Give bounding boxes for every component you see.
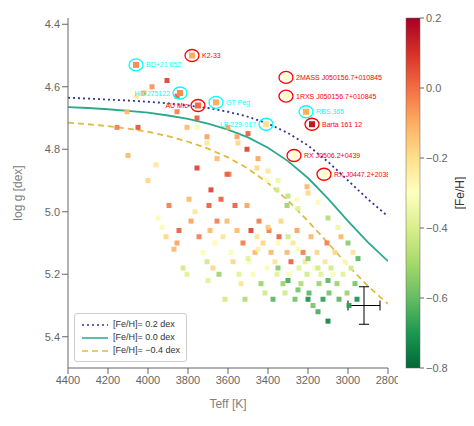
svg-text:2800: 2800 — [376, 374, 398, 386]
svg-text:2MASS J050156.7+010845: 2MASS J050156.7+010845 — [296, 74, 382, 81]
svg-text:−0.6: −0.6 — [426, 292, 448, 304]
html-text:[Fe/H]= 0.0 dex: [Fe/H]= 0.0 dex — [113, 332, 175, 342]
svg-text:HD 275122: HD 275122 — [135, 90, 171, 97]
svg-text:RBS 365: RBS 365 — [316, 108, 344, 115]
html-text:[Fe/H]= −0.4 dex: [Fe/H]= −0.4 dex — [113, 345, 180, 355]
svg-text:AU Mic: AU Mic — [165, 102, 188, 109]
svg-text:1RXS J050156.7+010845: 1RXS J050156.7+010845 — [296, 93, 376, 100]
svg-text:RX J0447.2+2038: RX J0447.2+2038 — [334, 171, 388, 178]
svg-text:4.8: 4.8 — [45, 143, 60, 155]
svg-text:RX J0506.2+0439: RX J0506.2+0439 — [304, 152, 360, 159]
html-text:[Fe/H]= 0.2 dex: [Fe/H]= 0.2 dex — [113, 319, 175, 329]
svg-text:Barta 161 12: Barta 161 12 — [322, 121, 362, 128]
svg-text:3400: 3400 — [256, 374, 280, 386]
svg-text:−0.8: −0.8 — [426, 362, 448, 374]
svg-text:LP 229-017: LP 229-017 — [220, 121, 256, 128]
svg-text:5.2: 5.2 — [45, 268, 60, 280]
svg-text:−0.4: −0.4 — [426, 222, 448, 234]
svg-text:K2-33: K2-33 — [202, 52, 221, 59]
svg-text:3800: 3800 — [176, 374, 200, 386]
svg-text:−0.2: −0.2 — [426, 152, 448, 164]
svg-text:5.4: 5.4 — [45, 331, 60, 343]
svg-text:BD+21 652: BD+21 652 — [146, 61, 181, 68]
svg-text:4.6: 4.6 — [45, 81, 60, 93]
svg-text:4400: 4400 — [56, 374, 80, 386]
svg-text:[Fe/H]: [Fe/H] — [453, 177, 466, 210]
svg-text:4200: 4200 — [96, 374, 120, 386]
svg-text:3200: 3200 — [296, 374, 320, 386]
svg-text:4000: 4000 — [136, 374, 160, 386]
svg-text:5.0: 5.0 — [45, 206, 60, 218]
svg-text:3000: 3000 — [336, 374, 360, 386]
svg-text:0.2: 0.2 — [426, 12, 441, 24]
svg-text:Teff [K]: Teff [K] — [209, 397, 246, 411]
svg-text:0.0: 0.0 — [426, 82, 441, 94]
svg-text:3600: 3600 — [216, 374, 240, 386]
svg-text:GT Peg: GT Peg — [226, 99, 250, 107]
svg-text:4.4: 4.4 — [45, 18, 60, 30]
svg-text:log g [dex]: log g [dex] — [11, 165, 25, 220]
